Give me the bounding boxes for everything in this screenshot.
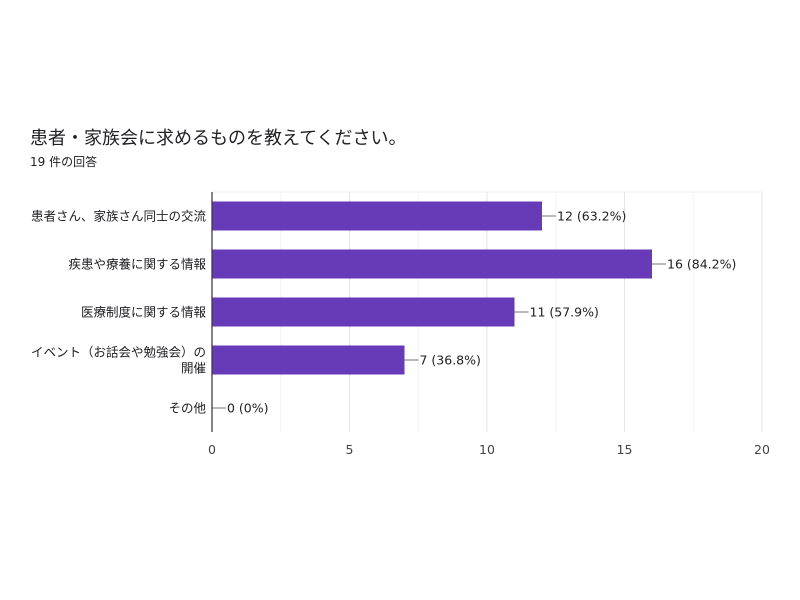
category-label: 疾患や療養に関する情報 bbox=[68, 257, 206, 272]
value-label: 11 (57.9%) bbox=[530, 305, 599, 320]
x-tick-label: 15 bbox=[617, 442, 633, 457]
x-tick-label: 5 bbox=[346, 442, 354, 457]
value-label: 7 (36.8%) bbox=[420, 353, 481, 368]
value-label: 12 (63.2%) bbox=[557, 209, 626, 224]
category-label: 患者さん、家族さん同士の交流 bbox=[31, 209, 207, 224]
x-tick-label: 20 bbox=[754, 442, 770, 457]
category-label: イベント（お話会や勉強会）の bbox=[31, 345, 206, 360]
bar bbox=[212, 201, 542, 231]
bar bbox=[212, 345, 405, 375]
category-label: 医療制度に関する情報 bbox=[81, 305, 207, 320]
bar bbox=[212, 249, 652, 279]
x-tick-label: 10 bbox=[479, 442, 495, 457]
category-label: その他 bbox=[168, 401, 206, 416]
response-count: 19 件の回答 bbox=[30, 155, 98, 169]
category-label: 開催 bbox=[181, 361, 206, 376]
chart-title: 患者・家族会に求めるものを教えてください。 bbox=[30, 128, 407, 149]
x-tick-label: 0 bbox=[208, 442, 216, 457]
value-label: 16 (84.2%) bbox=[667, 257, 736, 272]
bar bbox=[212, 297, 515, 327]
value-label: 0 (0%) bbox=[227, 401, 269, 416]
